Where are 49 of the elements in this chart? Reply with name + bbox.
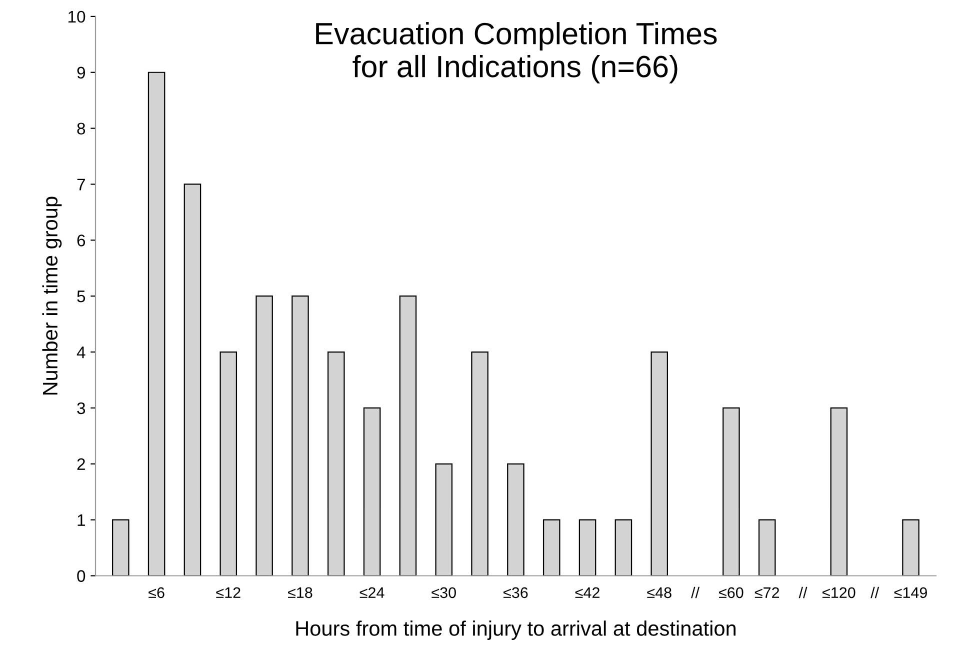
y-tick-label: 2 — [77, 458, 85, 470]
bar — [184, 184, 202, 576]
y-tick-label: 3 — [77, 402, 86, 414]
bar — [399, 296, 417, 576]
bar — [112, 519, 130, 576]
bar — [758, 519, 776, 576]
bar — [327, 351, 345, 576]
x-tick-label: ≤120 — [822, 587, 856, 598]
x-tick-label: ≤30 — [432, 587, 456, 598]
x-tick-label: ≤72 — [754, 587, 780, 598]
bar — [363, 407, 381, 576]
y-tick-label: 0 — [77, 570, 86, 582]
bar — [292, 296, 309, 576]
y-tick-label: 10 — [68, 10, 86, 23]
x-tick-label: // — [870, 586, 880, 598]
bar — [435, 463, 453, 576]
x-tick-label: ≤60 — [718, 587, 744, 598]
bar — [507, 463, 524, 576]
y-tick-label: 7 — [77, 178, 85, 190]
bar — [542, 519, 560, 576]
bar — [722, 407, 740, 576]
bar — [650, 351, 668, 576]
y-tick-label: 9 — [77, 66, 85, 79]
bar — [471, 351, 488, 576]
x-tick-label: ≤18 — [288, 587, 312, 598]
y-tick-label: 5 — [77, 290, 86, 302]
bar — [902, 519, 920, 576]
y-tick-label: 4 — [76, 346, 86, 358]
x-axis-title: Hours from time of injury to arrival at destination — [296, 620, 736, 640]
y-axis-title: Number in time group — [42, 196, 62, 395]
x-tick-label: ≤149 — [894, 587, 927, 598]
bar — [256, 296, 273, 576]
x-tick-label: ≤42 — [575, 587, 600, 598]
x-tick-label: ≤36 — [503, 587, 528, 598]
bar — [148, 72, 166, 576]
bar — [578, 519, 596, 576]
x-tick-label: // — [691, 586, 700, 598]
x-tick-label: ≤6 — [148, 587, 164, 598]
y-tick-label: 1 — [78, 514, 85, 526]
text: Evacuation Completion Times for all Indications (n=66) — [316, 22, 717, 84]
bar — [614, 519, 632, 576]
bar — [830, 407, 848, 576]
bar — [220, 351, 238, 576]
x-tick-label: // — [798, 586, 808, 598]
x-tick-label: ≤48 — [647, 587, 672, 598]
y-tick-label: 6 — [77, 234, 86, 246]
y-tick-label: 8 — [77, 122, 86, 135]
x-tick-label: ≤24 — [360, 587, 384, 598]
x-tick-label: ≤12 — [216, 587, 240, 598]
